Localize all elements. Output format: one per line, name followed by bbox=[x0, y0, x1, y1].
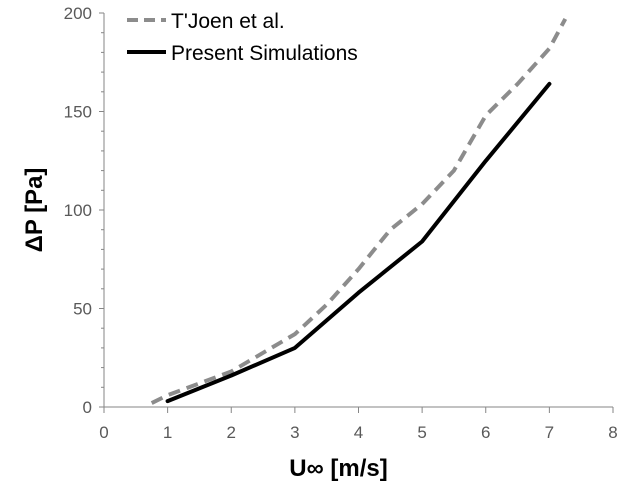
y-tick-label: 100 bbox=[64, 201, 92, 220]
x-tick-label: 4 bbox=[354, 423, 363, 442]
axes: 0 50 100 150 200 0 1 2 3 4 5 6 7 8 bbox=[64, 4, 617, 442]
legend: T'Joen et al. Present Simulations bbox=[127, 10, 358, 65]
x-tick-label: 1 bbox=[163, 423, 172, 442]
y-axis-title: ΔP [Pa] bbox=[21, 168, 48, 253]
series-line-2 bbox=[165, 81, 552, 404]
series-layer bbox=[150, 17, 568, 405]
legend-label-2: Present Simulations bbox=[171, 42, 358, 65]
x-tick-label: 2 bbox=[227, 423, 236, 442]
x-tick-label: 7 bbox=[545, 423, 554, 442]
series-line-1 bbox=[150, 17, 568, 405]
x-tick-label: 8 bbox=[608, 423, 617, 442]
y-tick-label: 200 bbox=[64, 4, 92, 23]
legend-label-1: T'Joen et al. bbox=[171, 10, 285, 33]
y-tick-label: 0 bbox=[83, 398, 92, 417]
x-tick-label: 0 bbox=[99, 423, 108, 442]
x-axis-title: U∞ [m/s] bbox=[289, 455, 387, 482]
y-tick-label: 150 bbox=[64, 103, 92, 122]
x-tick-label: 6 bbox=[481, 423, 490, 442]
y-tick-label: 50 bbox=[73, 300, 92, 319]
x-tick-label: 5 bbox=[417, 423, 426, 442]
x-tick-label: 3 bbox=[290, 423, 299, 442]
